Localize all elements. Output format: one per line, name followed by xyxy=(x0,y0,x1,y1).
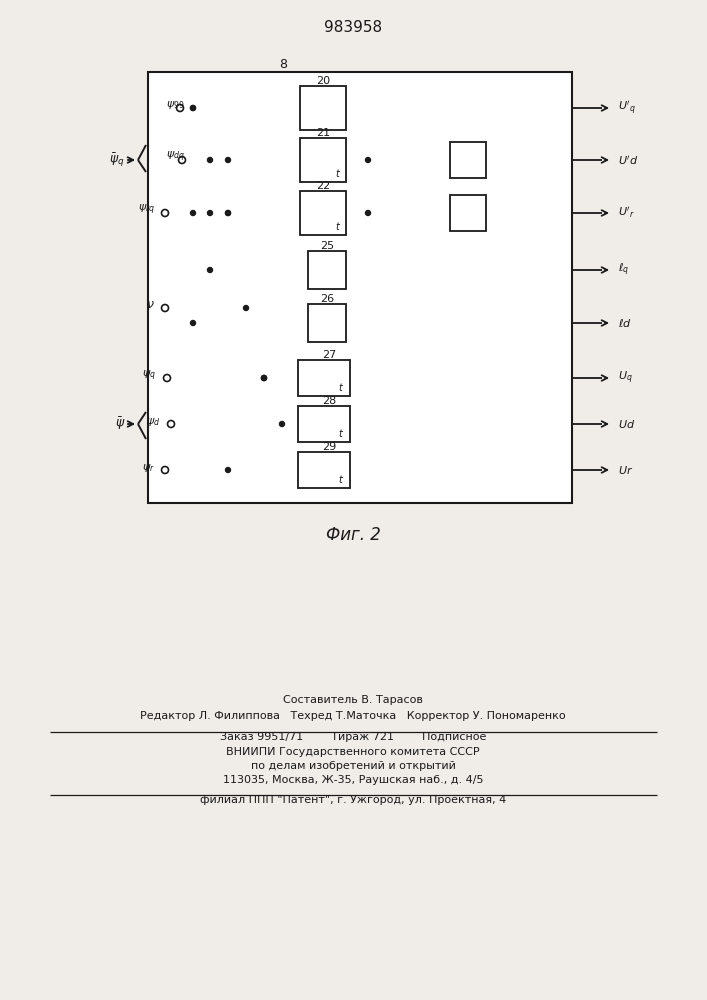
Circle shape xyxy=(226,211,230,216)
Circle shape xyxy=(226,157,230,162)
Text: $\bar{\psi}_q$: $\bar{\psi}_q$ xyxy=(110,151,125,169)
Text: $\psi_{dq}$: $\psi_{dq}$ xyxy=(166,150,185,164)
Bar xyxy=(308,251,346,289)
Text: 113035, Москва, Ж-35, Раушская наб., д. 4/5: 113035, Москва, Ж-35, Раушская наб., д. … xyxy=(223,775,484,785)
Circle shape xyxy=(207,157,213,162)
Circle shape xyxy=(262,375,267,380)
Circle shape xyxy=(190,211,196,216)
Bar xyxy=(450,195,486,231)
Text: $\ell d$: $\ell d$ xyxy=(618,317,632,329)
Text: t: t xyxy=(335,222,339,232)
Text: Фиг. 2: Фиг. 2 xyxy=(325,526,380,544)
Bar xyxy=(300,86,346,130)
Circle shape xyxy=(262,375,267,380)
Text: $\psi_q$: $\psi_q$ xyxy=(142,369,156,383)
Bar xyxy=(300,191,346,235)
Circle shape xyxy=(207,211,213,216)
Text: 983958: 983958 xyxy=(324,20,382,35)
Bar xyxy=(148,72,572,503)
Text: 28: 28 xyxy=(322,396,336,406)
Circle shape xyxy=(177,104,184,111)
Text: $Ur$: $Ur$ xyxy=(618,464,633,476)
Text: $\bar{\psi}$: $\bar{\psi}$ xyxy=(115,416,125,432)
Text: $U'd$: $U'd$ xyxy=(618,153,638,166)
Circle shape xyxy=(190,320,196,326)
Text: $\ell_q$: $\ell_q$ xyxy=(618,262,629,278)
Text: $Ud$: $Ud$ xyxy=(618,418,636,430)
Bar xyxy=(308,304,346,342)
Circle shape xyxy=(366,157,370,162)
Text: t: t xyxy=(335,169,339,179)
Text: Редактор Л. Филиппова   Техред Т.Маточка   Корректор У. Пономаренко: Редактор Л. Филиппова Техред Т.Маточка К… xyxy=(140,711,566,721)
Text: Заказ 9951/71        Тираж 721        Подписное: Заказ 9951/71 Тираж 721 Подписное xyxy=(220,732,486,742)
Text: по делам изобретений и открытий: по делам изобретений и открытий xyxy=(250,761,455,771)
Text: $\psi_r$: $\psi_r$ xyxy=(142,462,155,474)
Text: Составитель В. Тарасов: Составитель В. Тарасов xyxy=(283,695,423,705)
Text: t: t xyxy=(338,429,342,439)
Text: t: t xyxy=(338,475,342,485)
Text: $\psi_d$: $\psi_d$ xyxy=(146,416,160,428)
Circle shape xyxy=(226,211,230,216)
Text: 8: 8 xyxy=(279,58,287,72)
Text: 29: 29 xyxy=(322,442,336,452)
Text: 25: 25 xyxy=(320,241,334,251)
Text: $U'_r$: $U'_r$ xyxy=(618,206,635,220)
Text: 27: 27 xyxy=(322,350,336,360)
Circle shape xyxy=(207,267,213,272)
Text: $U_q$: $U_q$ xyxy=(618,370,633,386)
Circle shape xyxy=(161,210,168,217)
Circle shape xyxy=(226,468,230,473)
Circle shape xyxy=(161,304,168,312)
Circle shape xyxy=(366,211,370,216)
Text: 20: 20 xyxy=(316,76,330,86)
Text: t: t xyxy=(338,383,342,393)
Text: 26: 26 xyxy=(320,294,334,304)
Bar xyxy=(298,360,350,396)
Text: 21: 21 xyxy=(316,128,330,138)
Circle shape xyxy=(161,466,168,474)
Circle shape xyxy=(163,374,170,381)
Text: $\psi_{rq}$: $\psi_{rq}$ xyxy=(138,203,155,217)
Text: $\psi_{99}$: $\psi_{99}$ xyxy=(166,99,185,111)
Text: ВНИИПИ Государственного комитета СССР: ВНИИПИ Государственного комитета СССР xyxy=(226,747,480,757)
Circle shape xyxy=(190,105,196,110)
Text: $\nu$: $\nu$ xyxy=(146,298,155,312)
Circle shape xyxy=(243,306,248,310)
Circle shape xyxy=(279,422,284,426)
Text: $U'_q$: $U'_q$ xyxy=(618,99,636,117)
Bar xyxy=(298,452,350,488)
Circle shape xyxy=(178,156,185,163)
Bar xyxy=(450,142,486,178)
Circle shape xyxy=(168,420,175,428)
Text: 22: 22 xyxy=(316,181,330,191)
Text: филиал ППП "Патент", г. Ужгород, ул. Проектная, 4: филиал ППП "Патент", г. Ужгород, ул. Про… xyxy=(200,795,506,805)
Circle shape xyxy=(262,375,267,380)
Circle shape xyxy=(190,105,196,110)
Bar xyxy=(298,406,350,442)
Bar xyxy=(300,138,346,182)
